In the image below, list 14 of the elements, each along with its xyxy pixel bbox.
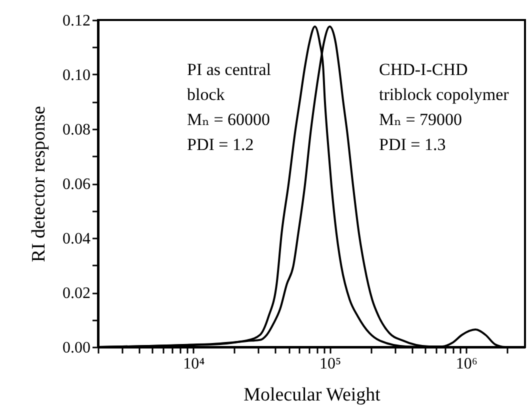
y-tick-label: 0.02 bbox=[62, 285, 90, 302]
x-tick-label: 10⁶ bbox=[456, 356, 478, 372]
y-tick-label: 0.00 bbox=[62, 340, 90, 356]
y-tick-label: 0.06 bbox=[62, 176, 90, 193]
y-tick-label: 0.10 bbox=[62, 67, 90, 84]
y-tick-label: 0.12 bbox=[62, 12, 90, 30]
y-axis-title: RI detector response bbox=[28, 106, 50, 262]
x-tick-label: 10⁵ bbox=[319, 356, 342, 372]
y-tick-label: 0.04 bbox=[62, 230, 90, 248]
annotation: PI as central block Mₙ = 60000 PDI = 1.2 bbox=[187, 60, 272, 154]
x-tick-label: 10⁴ bbox=[183, 356, 206, 372]
x-axis-title: Molecular Weight bbox=[244, 384, 382, 406]
annotation: CHD-I-CHD triblock copolymer Mₙ = 79000 PDI = 1.3 bbox=[379, 60, 510, 154]
y-tick-label: 0.08 bbox=[62, 122, 90, 138]
